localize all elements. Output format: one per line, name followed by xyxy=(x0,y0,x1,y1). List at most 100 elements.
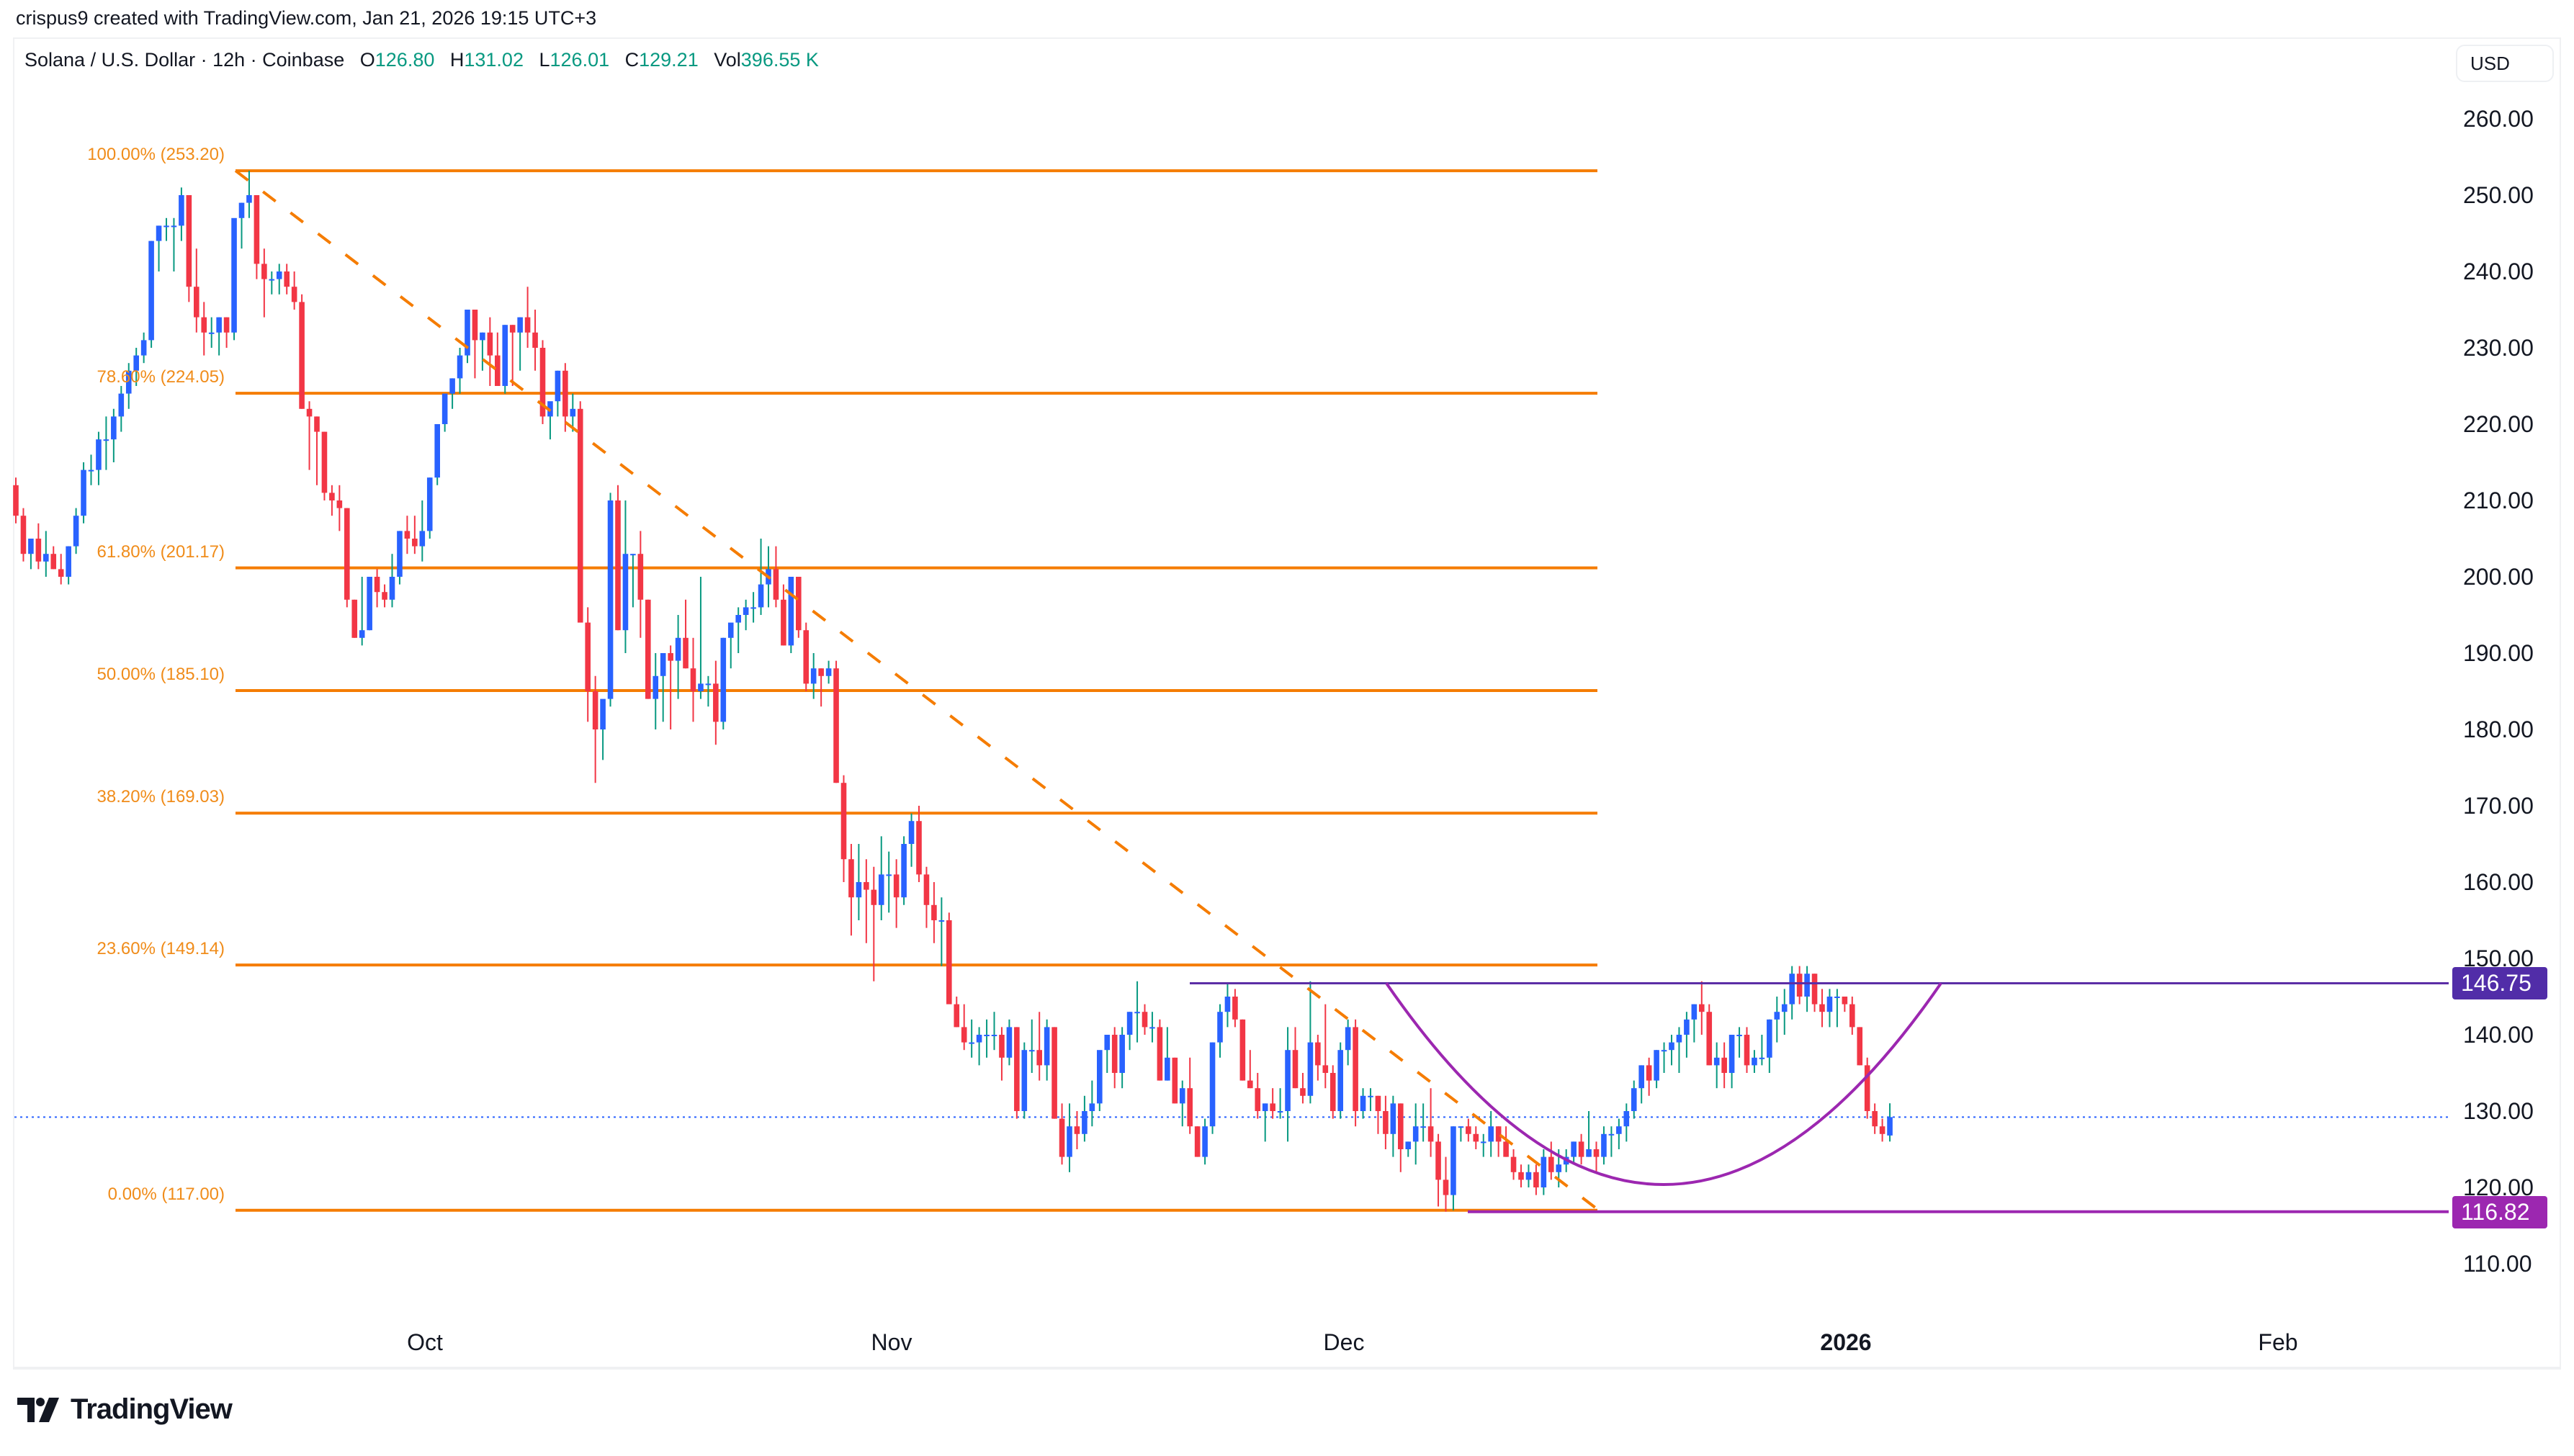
chart-credit: crispus9 created with TradingView.com, J… xyxy=(16,7,597,29)
time-tick-label: Nov xyxy=(871,1329,912,1355)
candle-body xyxy=(773,569,779,600)
candle-body xyxy=(276,271,282,279)
candle-body xyxy=(1300,1088,1306,1096)
candle-body xyxy=(351,599,358,638)
candle-body xyxy=(1767,1019,1772,1058)
candle-body xyxy=(118,393,125,417)
candle-body xyxy=(562,370,568,417)
candle-body xyxy=(705,683,712,686)
candle-body xyxy=(103,439,109,441)
candle-body xyxy=(148,241,154,341)
price-tick-label: 200.00 xyxy=(2463,564,2534,590)
candle-body xyxy=(547,401,553,417)
candle-body xyxy=(359,630,365,638)
candle-body xyxy=(991,1035,997,1036)
candle-body xyxy=(645,599,651,699)
candle-body xyxy=(1616,1126,1622,1134)
open-value: 126.80 xyxy=(375,49,435,71)
candle-body xyxy=(1466,1126,1471,1134)
candle-body xyxy=(1420,1126,1426,1128)
candle-body xyxy=(1556,1164,1562,1172)
candle-body xyxy=(1826,997,1833,1012)
candle-body xyxy=(1337,1050,1343,1111)
candle-body xyxy=(1586,1149,1592,1157)
low-value: 126.01 xyxy=(550,49,610,71)
candle-body xyxy=(1179,1088,1185,1104)
candle-body xyxy=(585,622,591,691)
candle-body xyxy=(58,569,64,577)
candle-body xyxy=(1631,1088,1637,1111)
candle-body xyxy=(1157,1027,1163,1081)
candle-body xyxy=(886,874,892,876)
candle-body xyxy=(517,317,523,333)
candle-body xyxy=(1684,1019,1690,1035)
candle-body xyxy=(1480,1141,1486,1143)
candle-body xyxy=(1247,1080,1253,1089)
price-axis-border xyxy=(2560,37,2561,1370)
candle-body xyxy=(1593,1149,1600,1157)
price-tick-label: 230.00 xyxy=(2463,335,2534,361)
candle-body xyxy=(946,920,952,1005)
candle-body xyxy=(1307,1042,1314,1096)
candle-body xyxy=(1149,1027,1155,1029)
candle-body xyxy=(194,287,199,318)
candle-body xyxy=(1036,1050,1042,1066)
candle-body xyxy=(1006,1027,1013,1058)
candle-body xyxy=(871,889,877,905)
candle-body xyxy=(1623,1111,1630,1127)
candle-body xyxy=(1315,1042,1321,1066)
candle-body xyxy=(1458,1126,1464,1128)
candle-body xyxy=(1571,1141,1577,1157)
price-tick-label: 150.00 xyxy=(2463,945,2534,971)
candle-body xyxy=(908,821,915,844)
candle-body xyxy=(1074,1126,1080,1134)
time-tick-label: Dec xyxy=(1323,1329,1365,1355)
price-tick-label: 110.00 xyxy=(2463,1251,2532,1277)
candle-body xyxy=(818,668,824,676)
candle-body xyxy=(1842,997,1848,1005)
candle-body xyxy=(66,546,71,577)
candle-body xyxy=(404,531,411,539)
fib-level-label: 50.00% (185.10) xyxy=(97,664,225,684)
candle-body xyxy=(1488,1126,1494,1142)
candle-body xyxy=(465,310,470,356)
candle-body xyxy=(367,577,372,631)
candle-body xyxy=(88,469,94,472)
price-tick-label: 220.00 xyxy=(2463,411,2534,437)
candle-body xyxy=(938,920,945,922)
candle-body xyxy=(984,1035,990,1036)
candle-body xyxy=(954,1004,960,1028)
candle-body xyxy=(254,195,260,264)
tradingview-logo[interactable]: TradingView xyxy=(17,1393,233,1426)
candle-body xyxy=(1345,1027,1351,1051)
candle-body xyxy=(1209,1042,1216,1127)
tradingview-logo-icon xyxy=(17,1397,59,1422)
resistance-price-tag: 146.75 xyxy=(2452,967,2547,1000)
symbol-title[interactable]: Solana / U.S. Dollar · 12h · Coinbase xyxy=(24,49,345,71)
candle-body xyxy=(961,1027,967,1043)
candle-body xyxy=(125,370,132,394)
candle-body xyxy=(261,264,267,279)
candle-body xyxy=(999,1035,1005,1058)
candle-body xyxy=(1638,1065,1644,1089)
candle-body xyxy=(630,554,636,556)
candle-body xyxy=(607,500,614,699)
candle-body xyxy=(1202,1126,1208,1157)
candle-body xyxy=(1728,1035,1735,1073)
candle-body xyxy=(1292,1050,1299,1089)
high-value: 131.02 xyxy=(464,49,524,71)
candle-body xyxy=(727,622,734,638)
volume-value: 396.55 K xyxy=(740,49,819,71)
candle-body xyxy=(1165,1057,1170,1081)
candle-body xyxy=(1752,1057,1757,1066)
candle-body xyxy=(1067,1126,1072,1157)
candle-body xyxy=(698,683,704,691)
candle-body xyxy=(1285,1050,1291,1111)
candle-body xyxy=(434,424,440,478)
currency-button[interactable]: USD xyxy=(2456,45,2554,82)
candle-body xyxy=(1368,1095,1373,1097)
candle-body xyxy=(923,874,930,905)
candle-body xyxy=(397,531,403,577)
volume-label: Vol xyxy=(714,49,741,71)
